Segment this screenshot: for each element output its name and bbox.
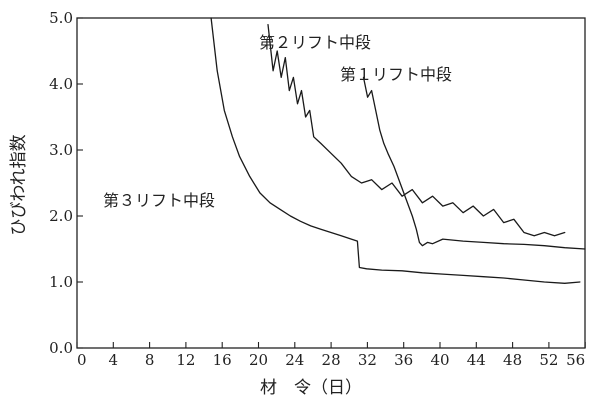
series-line-1 bbox=[210, 17, 581, 284]
x-tick-label: 32 bbox=[358, 351, 377, 369]
y-tick-label: 1.0 bbox=[49, 273, 73, 291]
x-tick-label: 8 bbox=[145, 351, 155, 369]
x-tick-label: 44 bbox=[467, 351, 486, 369]
y-tick-label: 2.0 bbox=[49, 207, 73, 225]
x-tick-label: 48 bbox=[503, 351, 522, 369]
series-label-1: 第３リフト中段 bbox=[103, 191, 215, 210]
series-lines bbox=[210, 17, 586, 284]
x-tick-label: 36 bbox=[394, 351, 413, 369]
x-tick-label: 12 bbox=[176, 351, 195, 369]
y-axis-title: ひびわれ指数 bbox=[9, 134, 29, 235]
x-tick-label: 20 bbox=[249, 351, 268, 369]
x-tick-label: 28 bbox=[322, 351, 341, 369]
x-tick-label: 24 bbox=[285, 351, 304, 369]
y-tick-label: 3.0 bbox=[49, 141, 73, 159]
x-tick-label: 56 bbox=[566, 351, 585, 369]
y-tick-label: 4.0 bbox=[49, 75, 73, 93]
x-tick-label: 52 bbox=[539, 351, 558, 369]
y-tick-label: 5.0 bbox=[49, 9, 73, 27]
plot-frame bbox=[76, 17, 586, 349]
x-tick-label: 16 bbox=[213, 351, 232, 369]
series-line-3 bbox=[362, 76, 586, 250]
x-tick-label: 40 bbox=[430, 351, 449, 369]
x-tick-label: 4 bbox=[109, 351, 119, 369]
y-tick-label: 0.0 bbox=[49, 339, 73, 357]
x-axis: 0 4 8 12 16 20 24 28 32 36 40 44 48 52 56 bbox=[76, 342, 586, 369]
x-tick-label: 0 bbox=[77, 351, 87, 369]
series-label-3: 第１リフト中段 bbox=[340, 65, 452, 84]
x-axis-title: 材 令（日） bbox=[260, 378, 362, 398]
series-line-2 bbox=[267, 23, 566, 237]
y-axis: 0.0 1.0 2.0 3.0 4.0 5.0 bbox=[49, 9, 83, 357]
series-label-2: 第２リフト中段 bbox=[259, 33, 371, 52]
